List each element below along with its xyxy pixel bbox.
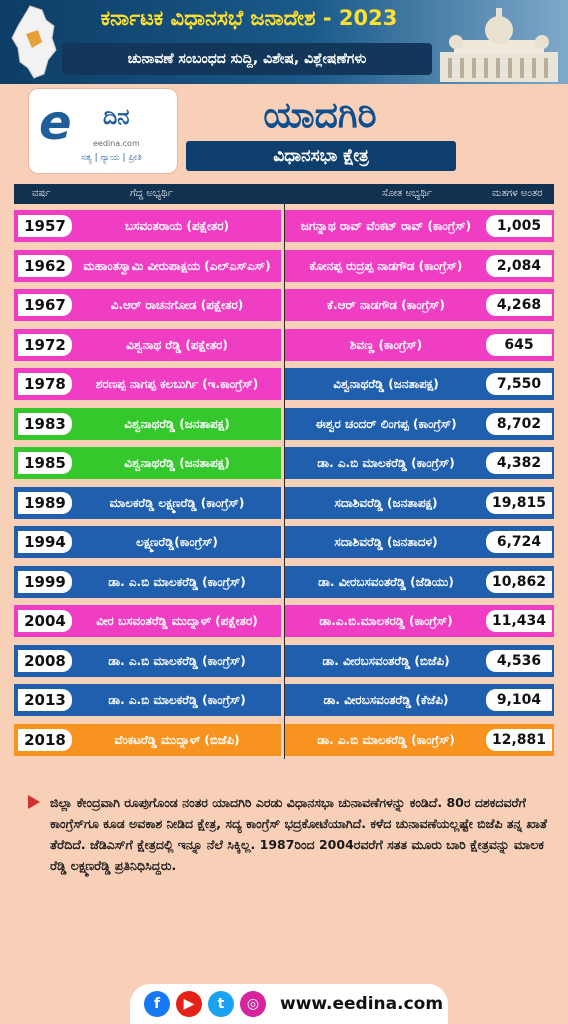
- year-label: 1972: [18, 334, 72, 356]
- winner-name: ವಿಶ್ವನಾಥ ರೆಡ್ಡಿ (ಪಕ್ಷೇತರ): [126, 338, 228, 352]
- loser-name: ಸದಾಶಿವರೆಡ್ಡಿ (ಜನತಾದಳ): [334, 535, 438, 549]
- year-label: 1983: [18, 413, 72, 435]
- year-label: 1985: [18, 452, 72, 474]
- year-label: 1989: [18, 492, 72, 514]
- vidhana-soudha-icon: [440, 8, 558, 82]
- winner-name: ಡಾ. ಎ.ಬಿ ಮಾಲಕರೆಡ್ಡಿ (ಕಾಂಗ್ರೆಸ್): [108, 654, 246, 668]
- table-divider: [284, 204, 285, 759]
- year-label: 1962: [18, 255, 72, 277]
- loser-name: ಡಾ. ವೀರಬಸವಂತರೆಡ್ಡಿ (ಕೆಜೆಪಿ): [323, 693, 449, 707]
- table-row: 1989 ಮಾಲಕರೆಡ್ಡಿ ಲಕ್ಷ್ಮಣರೆಡ್ಡಿ (ಕಾಂಗ್ರೆಸ್)…: [14, 487, 554, 519]
- year-label: 1978: [18, 373, 72, 395]
- margin-value: 9,104: [486, 689, 552, 711]
- logo-tagline: ಸತ್ಯ | ನ್ಯಾಯ | ಪ್ರೀತಿ: [81, 153, 142, 163]
- loser-name: ಡಾ. ಎ.ಬಿ ಮಾಲಕರೆಡ್ಡಿ (ಕಾಂಗ್ರೆಸ್): [317, 733, 455, 747]
- year-label: 2013: [18, 689, 72, 711]
- loser-name: ಕೋನಪ್ಪ ರುದ್ರಪ್ಪ ನಾಡಗೌಡ (ಕಾಂಗ್ರೆಸ್): [309, 259, 463, 273]
- winner-name: ಬಸವಂತರಾಯ (ಪಕ್ಷೇತರ): [124, 219, 230, 233]
- header-title: ಕರ್ನಾಟಕ ವಿಧಾನಸಭೆ ಜನಾದೇಶ - 2023: [100, 6, 398, 30]
- website-link[interactable]: www.eedina.com: [280, 994, 444, 1014]
- table-row: 1972 ವಿಶ್ವನಾಥ ರೆಡ್ಡಿ (ಪಕ್ಷೇತರ) ಶಿವಣ್ಣ (ಕಾಂ…: [14, 329, 554, 361]
- loser-name: ಡಾ. ವೀರಬಸವಂತರೆಡ್ಡಿ (ಜೆಡಿಯು): [318, 575, 454, 589]
- margin-value: 11,434: [486, 610, 552, 632]
- col-loser: ಸೋತ ಅಭ್ಯರ್ಥಿ: [382, 188, 432, 199]
- loser-name: ವಿಶ್ವನಾಥರೆಡ್ಡಿ (ಜನತಾಪಕ್ಷ): [333, 377, 439, 391]
- table-row: 1967 ವಿ.ಆರ್ ರಾಚನಗೋಡ (ಪಕ್ಷೇತರ) ಕೆ.ಆರ್ ನಾಡಗೌ…: [14, 289, 554, 321]
- loser-name: ಶಿವಣ್ಣ (ಕಾಂಗ್ರೆಸ್): [349, 338, 423, 352]
- table-row: 1957 ಬಸವಂತರಾಯ (ಪಕ್ಷೇತರ) ಜಗನ್ನಾಥ ರಾವ್ ವೆಂಕಟ…: [14, 210, 554, 242]
- karnataka-map-icon: [11, 5, 57, 79]
- winner-name: ಮಾಲಕರೆಡ್ಡಿ ಲಕ್ಷ್ಮಣರೆಡ್ಡಿ (ಕಾಂಗ್ರೆಸ್): [109, 496, 245, 510]
- table-row: 2013 ಡಾ. ಎ.ಬಿ ಮಾಲಕರೆಡ್ಡಿ (ಕಾಂಗ್ರೆಸ್) ಡಾ. ವ…: [14, 684, 554, 716]
- loser-name: ಈಶ್ವರ ಚಂದರ್ ಲಿಂಗಪ್ಪ (ಕಾಂಗ್ರೆಸ್): [315, 417, 457, 431]
- footer-bar: f ▶ t ◎ www.eedina.com: [130, 984, 448, 1024]
- margin-value: 4,268: [486, 294, 552, 316]
- margin-value: 4,536: [486, 650, 552, 672]
- winner-name: ಡಾ. ಎ.ಬಿ ಮಾಲಕರೆಡ್ಡಿ (ಕಾಂಗ್ರೆಸ್): [108, 575, 246, 589]
- winner-name: ಡಾ. ಎ.ಬಿ ಮಾಲಕರೆಡ್ಡಿ (ಕಾಂಗ್ರೆಸ್): [108, 693, 246, 707]
- margin-value: 12,881: [486, 729, 552, 751]
- margin-value: 2,084: [486, 255, 552, 277]
- loser-name: ಡಾ.ಎ.ಬಿ.ಮಾಲಕರಡ್ಡಿ (ಕಾಂಗ್ರೆಸ್): [319, 614, 453, 628]
- winner-name: ಶರಣಪ್ಪ ನಾಗಪ್ಪ ಕಲಬುರ್ಗಿ (ಇ.ಕಾಂಗ್ರೆಸ್): [95, 377, 259, 391]
- year-label: 2004: [18, 610, 72, 632]
- logo-word: ದಿನ: [103, 105, 130, 130]
- winner-name: ವೆಂಕಟರೆಡ್ಡಿ ಮುದ್ನಾಳ್ (ಬಿಜೆಪಿ): [114, 733, 240, 747]
- year-label: 2008: [18, 650, 72, 672]
- col-winner: ಗೆದ್ದ ಅಭ್ಯರ್ಥಿ: [130, 188, 173, 199]
- margin-value: 6,724: [486, 531, 552, 553]
- table-row: 1994 ಲಕ್ಷ್ಮಣರೆಡ್ಡಿ(ಕಾಂಗ್ರೆಸ್) ಸದಾಶಿವರೆಡ್ಡಿ…: [14, 526, 554, 558]
- header-banner: ಕರ್ನಾಟಕ ವಿಧಾನಸಭೆ ಜನಾದೇಶ - 2023 ಚುನಾವಣೆ ಸ…: [0, 0, 568, 84]
- margin-value: 4,382: [486, 452, 552, 474]
- instagram-icon[interactable]: ◎: [240, 991, 266, 1017]
- table-row: 1962 ಮಹಾಂತಸ್ವಾಮಿ ವೀರುಪಾಕ್ಷಯ (ಎಲ್ಎಸ್ಎಸ್) ಕೋ…: [14, 250, 554, 282]
- winner-name: ವಿ.ಆರ್ ರಾಚನಗೋಡ (ಪಕ್ಷೇತರ): [110, 298, 244, 312]
- margin-value: 19,815: [486, 492, 552, 514]
- col-margin: ಮತಗಳ ಅಂತರ: [492, 188, 543, 199]
- logo-mark: e: [39, 95, 72, 151]
- table-row: 1983 ವಿಶ್ವನಾಥರೆಡ್ಡಿ (ಜನತಾಪಕ್ಷ) ಈಶ್ವರ ಚಂದರ್…: [14, 408, 554, 440]
- bullet-arrow-icon: [28, 795, 40, 809]
- margin-value: 8,702: [486, 413, 552, 435]
- winner-name: ವಿಶ್ವನಾಥರೆಡ್ಡಿ (ಜನತಾಪಕ್ಷ): [124, 417, 230, 431]
- table-row: 1985 ವಿಶ್ವನಾಥರೆಡ್ಡಿ (ಜನತಾಪಕ್ಷ) ಡಾ. ಎ.ಬಿ ಮಾ…: [14, 447, 554, 479]
- margin-value: 10,862: [486, 571, 552, 593]
- winner-name: ವಿಶ್ವನಾಥರೆಡ್ಡಿ (ಜನತಾಪಕ್ಷ): [124, 456, 230, 470]
- loser-name: ಜಗನ್ನಾಥ ರಾವ್ ವೆಂಕಟ್ ರಾವ್ (ಕಾಂಗ್ರೆಸ್): [300, 219, 472, 233]
- eedina-logo: e ದಿನ eedina.com ಸತ್ಯ | ನ್ಯಾಯ | ಪ್ರೀತಿ: [28, 88, 178, 174]
- constituency-subtitle: ವಿಧಾನಸಭಾ ಕ್ಷೇತ್ರ: [186, 141, 456, 171]
- winner-name: ಮಹಾಂತಸ್ವಾಮಿ ವೀರುಪಾಕ್ಷಯ (ಎಲ್ಎಸ್ಎಸ್): [83, 259, 271, 273]
- youtube-icon[interactable]: ▶: [176, 991, 202, 1017]
- loser-name: ಡಾ. ವೀರಬಸವಂತರೆಡ್ಡಿ (ಬಿಜೆಪಿ): [322, 654, 450, 668]
- winner-name: ಲಕ್ಷ್ಮಣರೆಡ್ಡಿ(ಕಾಂಗ್ರೆಸ್): [136, 535, 218, 549]
- year-label: 2018: [18, 729, 72, 751]
- constituency-title: ಯಾದಗಿರಿ: [263, 95, 377, 136]
- year-label: 1957: [18, 215, 72, 237]
- table-row: 1999 ಡಾ. ಎ.ಬಿ ಮಾಲಕರೆಡ್ಡಿ (ಕಾಂಗ್ರೆಸ್) ಡಾ. ವ…: [14, 566, 554, 598]
- table-header: ವರ್ಷ ಗೆದ್ದ ಅಭ್ಯರ್ಥಿ ಸೋತ ಅಭ್ಯರ್ಥಿ ಮತಗಳ ಅಂ…: [14, 184, 554, 204]
- table-row: 1978 ಶರಣಪ್ಪ ನಾಗಪ್ಪ ಕಲಬುರ್ಗಿ (ಇ.ಕಾಂಗ್ರೆಸ್)…: [14, 368, 554, 400]
- facebook-icon[interactable]: f: [144, 991, 170, 1017]
- year-label: 1999: [18, 571, 72, 593]
- margin-value: 1,005: [486, 215, 552, 237]
- loser-name: ಡಾ. ಎ.ಬಿ ಮಾಲಕರೆಡ್ಡಿ (ಕಾಂಗ್ರೆಸ್): [317, 456, 455, 470]
- twitter-icon[interactable]: t: [208, 991, 234, 1017]
- table-row: 2004 ವೀರ ಬಸವಂತರೆಡ್ಡಿ ಮುದ್ನಾಳ್ (ಪಕ್ಷೇತರ) ಡಾ…: [14, 605, 554, 637]
- loser-name: ಸದಾಶಿವರೆಡ್ಡಿ (ಜನತಾಪಕ್ಷ): [334, 496, 438, 510]
- header-subtitle: ಚುನಾವಣೆ ಸಂಬಂಧದ ಸುದ್ದಿ, ವಿಶೇಷ, ವಿಶ್ಲೇಷಣೆಗ…: [62, 43, 432, 75]
- loser-name: ಕೆ.ಆರ್ ನಾಡಗೌಡ (ಕಾಂಗ್ರೆಸ್): [327, 298, 445, 312]
- col-year: ವರ್ಷ: [32, 188, 51, 199]
- year-label: 1994: [18, 531, 72, 553]
- winner-name: ವೀರ ಬಸವಂತರೆಡ್ಡಿ ಮುದ್ನಾಳ್ (ಪಕ್ಷೇತರ): [96, 614, 258, 628]
- margin-value: 645: [486, 334, 552, 356]
- margin-value: 7,550: [486, 373, 552, 395]
- note-text: ಜಿಲ್ಲಾ ಕೇಂದ್ರವಾಗಿ ರೂಪುಗೊಂಡ ನಂತರ ಯಾದಗಿರಿ …: [50, 795, 548, 873]
- table-row: 2008 ಡಾ. ಎ.ಬಿ ಮಾಲಕರೆಡ್ಡಿ (ಕಾಂಗ್ರೆಸ್) ಡಾ. ವ…: [14, 645, 554, 677]
- table-row: 2018 ವೆಂಕಟರೆಡ್ಡಿ ಮುದ್ನಾಳ್ (ಬಿಜೆಪಿ) ಡಾ. ಎ.ಬ…: [14, 724, 554, 756]
- year-label: 1967: [18, 294, 72, 316]
- logo-url: eedina.com: [93, 139, 140, 148]
